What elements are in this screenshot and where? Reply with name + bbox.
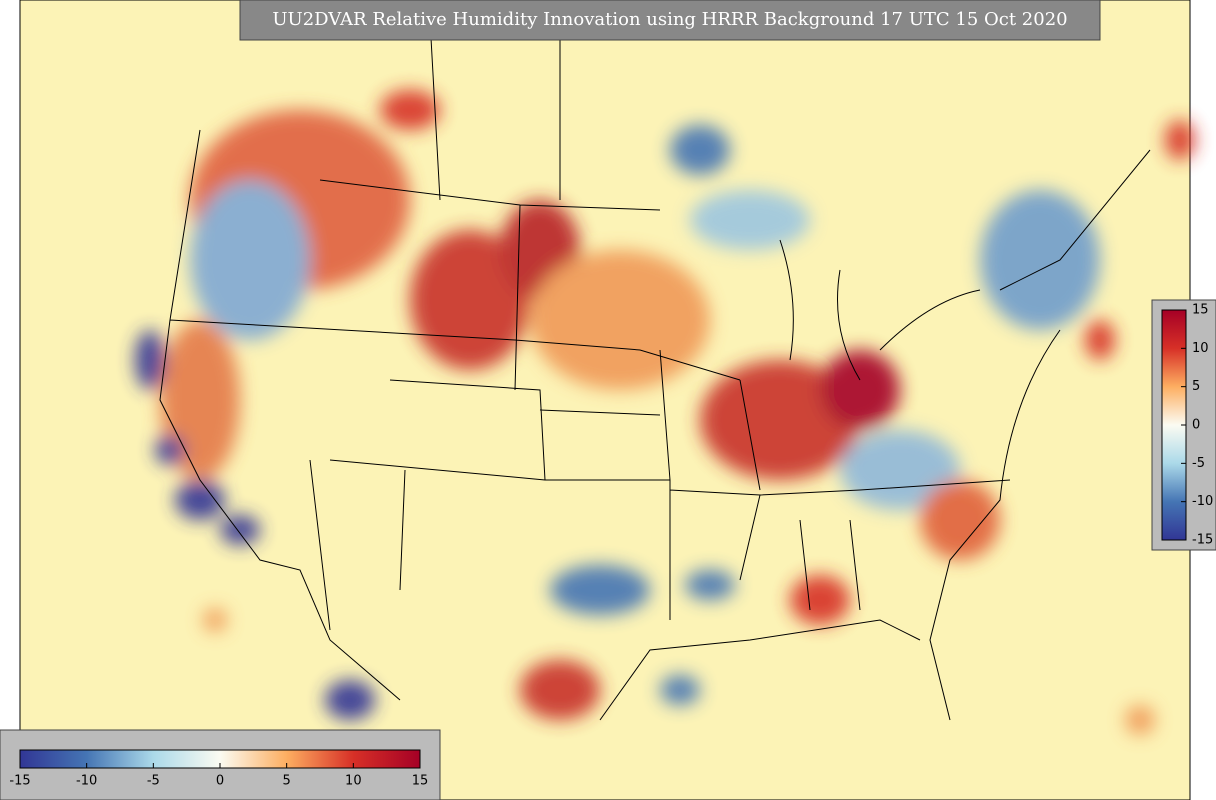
colorbar-tick-label: 5 (283, 774, 291, 789)
colorbar-tick-label: 15 (412, 774, 429, 789)
colorbar-tick-label: -15 (9, 774, 30, 789)
colorbar-tick-label: -10 (76, 774, 97, 789)
colorbar-tick-label: -5 (147, 774, 160, 789)
colorbars: -15 -10 -5 0 5 10 15 15 10 5 0 -5 -10 -15 (9, 303, 1213, 789)
colorbar-tick-label: -10 (1192, 494, 1213, 509)
colorbar-tick-label: 10 (1192, 341, 1209, 356)
colorbar-tick-label: 0 (216, 774, 224, 789)
colorbar-tick-label: 10 (345, 774, 362, 789)
colorbar-tick-label: 5 (1192, 379, 1200, 394)
map-title: UU2DVAR Relative Humidity Innovation usi… (272, 9, 1067, 30)
borders (159, 19, 1151, 721)
colorbar-tick-label: -15 (1192, 533, 1213, 548)
colorbar-tick-label: -5 (1192, 456, 1205, 471)
colorbar-tick-label: 0 (1192, 418, 1200, 433)
colorbar-tick-label: 15 (1192, 303, 1209, 318)
humidity-field (135, 90, 1195, 735)
title-box (239, 0, 1101, 41)
